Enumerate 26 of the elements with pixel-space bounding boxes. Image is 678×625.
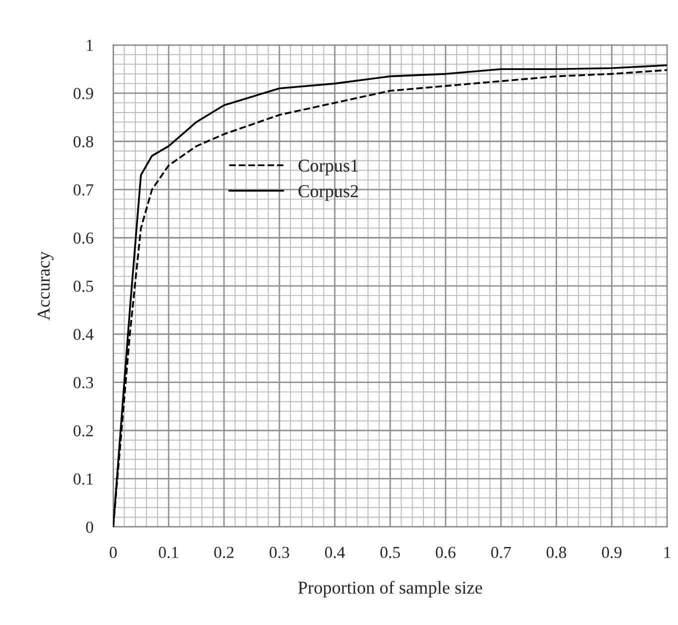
y-tick-label: 0.1 xyxy=(74,473,93,485)
y-tick-label: 0.4 xyxy=(74,328,94,340)
x-tick-label: 0 xyxy=(110,546,117,558)
x-tick-label: 0.4 xyxy=(325,546,345,558)
legend-label: Corpus1 xyxy=(298,160,358,176)
y-tick-label: 0.3 xyxy=(74,377,94,388)
x-tick-label: 0.5 xyxy=(380,546,400,558)
y-tick-label: 0.5 xyxy=(74,280,94,292)
y-tick-label: 0.7 xyxy=(74,184,94,196)
x-tick-label: 0.7 xyxy=(491,546,511,558)
x-tick-label: 1 xyxy=(664,546,670,558)
y-tick-label: 0 xyxy=(86,522,94,533)
y-tick-label: 0.6 xyxy=(74,232,94,244)
x-tick-label: 0.2 xyxy=(214,546,234,558)
x-tick-label: 0.6 xyxy=(436,546,456,558)
y-axis-title: Accuracy xyxy=(38,251,54,320)
legend-label: Corpus2 xyxy=(298,185,358,201)
y-tick-label: 0.8 xyxy=(74,136,94,148)
x-tick-label: 0.1 xyxy=(158,546,178,558)
x-tick-label: 0.8 xyxy=(546,546,566,558)
x-tick-label: 0.9 xyxy=(602,546,622,558)
y-tick-label: 0.9 xyxy=(74,88,94,100)
x-tick-label: 0.3 xyxy=(270,546,290,558)
y-tick-label: 1 xyxy=(86,40,93,51)
x-axis-title: Proportion of sample size xyxy=(298,580,482,598)
y-tick-label: 0.2 xyxy=(74,425,93,437)
